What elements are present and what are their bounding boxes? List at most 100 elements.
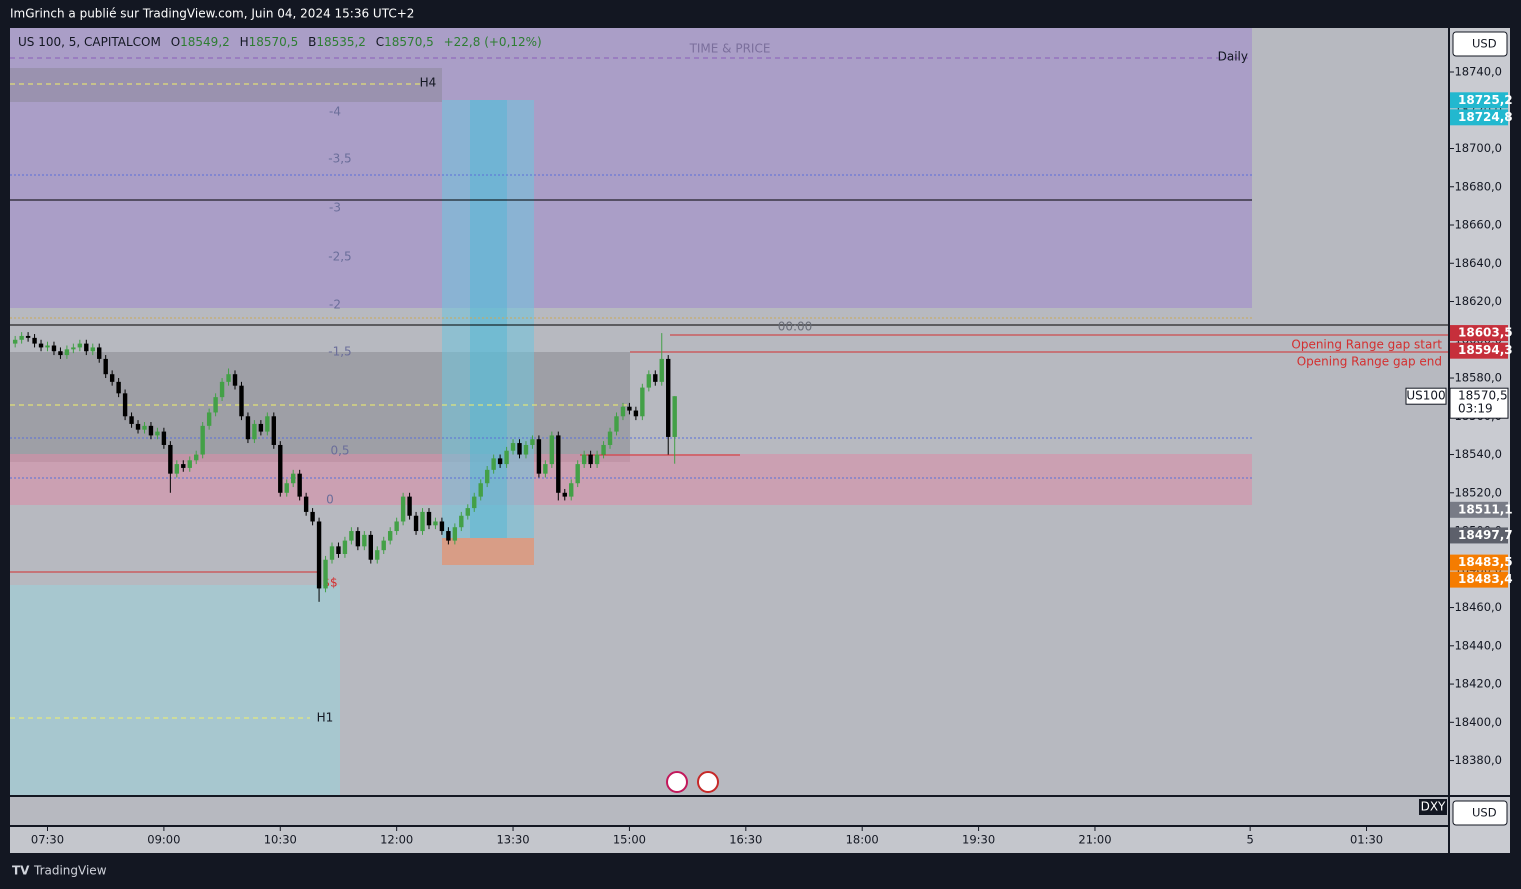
x-tick-label: 18:00 — [846, 833, 879, 847]
legend-value: 18549,2 — [180, 35, 230, 49]
candle-body — [109, 374, 115, 382]
annotation: Daily — [1218, 50, 1248, 64]
y-tick-label: 18520,0 — [1454, 485, 1502, 499]
candle-body — [594, 454, 600, 465]
price-label: 18603,5 — [1458, 326, 1513, 340]
candle-body — [45, 345, 50, 348]
x-tick-label: 5 — [1246, 833, 1253, 847]
price-label: 18483,5 — [1458, 555, 1513, 569]
y-tick-label: 18620,0 — [1454, 294, 1502, 308]
y-tick-label: 18540,0 — [1454, 447, 1502, 461]
candle-body — [142, 425, 147, 430]
y-tick-label: 18660,0 — [1454, 218, 1502, 232]
candle-body — [129, 416, 134, 424]
currency-button[interactable] — [1452, 31, 1508, 57]
legend-value: 18570,5 — [249, 35, 299, 49]
x-tick-label: 13:30 — [496, 833, 529, 847]
candle-body — [633, 410, 639, 417]
y-tick-label: 18680,0 — [1454, 179, 1502, 193]
price-label: 18594,3 — [1458, 343, 1513, 357]
candle-body — [504, 450, 509, 465]
candle-body — [258, 423, 264, 432]
x-tick-label: 10:30 — [264, 833, 297, 847]
price-label-box — [1450, 325, 1508, 342]
annotation: H4 — [420, 76, 437, 90]
candle-body — [349, 531, 354, 541]
candle-body — [265, 416, 270, 432]
candle-body — [413, 515, 419, 532]
annotation: Opening Range gap end — [1297, 355, 1442, 369]
candle-body — [32, 337, 37, 344]
currency-button[interactable] — [1452, 800, 1508, 826]
annotation: -2,5 — [328, 250, 351, 264]
legend: US 100, 5, CAPITALCOM O18549,2 H18570,5 … — [18, 35, 542, 49]
x-tick-label: 01:30 — [1350, 833, 1383, 847]
legend-change: +22,8 (+0,12%) — [444, 35, 542, 49]
price-label: 18511,1 — [1458, 502, 1513, 516]
candle-body — [497, 458, 503, 465]
candle-body — [310, 511, 315, 522]
candle-body — [161, 431, 167, 445]
candle-body — [103, 358, 108, 375]
candle-body — [323, 559, 328, 589]
candle-body — [536, 439, 542, 474]
candle-body — [407, 496, 412, 516]
candle-body — [368, 534, 373, 560]
price-label: 18483,4 — [1458, 572, 1513, 586]
x-tick-label: 12:00 — [380, 833, 413, 847]
candle-body — [549, 435, 555, 465]
candle-body — [556, 435, 561, 493]
candle-body — [400, 496, 406, 522]
candle-body — [478, 483, 483, 497]
candle-body — [51, 345, 57, 352]
brand-logo: TV — [12, 864, 30, 878]
target-zone — [442, 538, 534, 565]
y-tick-label: 18460,0 — [1454, 600, 1502, 614]
flag-icon[interactable] — [697, 771, 719, 793]
symbol-tag-box — [1405, 387, 1447, 405]
x-tick-label: 16:30 — [729, 833, 762, 847]
candle-body — [336, 546, 341, 554]
price-label-box — [1450, 342, 1508, 359]
axes: 18740,018720,018700,018680,018660,018640… — [31, 64, 1513, 846]
candle-body — [90, 347, 95, 352]
price-label-box — [1450, 109, 1508, 126]
candle-body — [523, 444, 529, 455]
candle-body — [426, 511, 432, 526]
annotation: 0,5 — [330, 444, 349, 458]
candle-body — [245, 416, 251, 440]
candle-body — [465, 508, 470, 516]
candle-body — [252, 423, 257, 440]
y-tick-label: 18580,0 — [1454, 371, 1502, 385]
y-tick-label: 18420,0 — [1454, 677, 1502, 691]
x-tick-label: 09:00 — [147, 833, 180, 847]
price-label-box — [1450, 571, 1508, 588]
candle-body — [168, 444, 173, 474]
candle-body — [517, 443, 522, 455]
candle-body — [627, 406, 632, 411]
candle-body — [194, 454, 199, 461]
candle-body — [342, 540, 348, 554]
x-tick-label: 07:30 — [31, 833, 64, 847]
lower-pane — [10, 797, 1448, 825]
annotation: -1,5 — [328, 345, 351, 359]
candle-body — [77, 343, 83, 348]
candle-body — [84, 343, 89, 352]
candle-body — [640, 387, 645, 417]
candle-body — [232, 374, 238, 386]
x-tick-label: 15:00 — [613, 833, 646, 847]
price-label: 18724,8 — [1458, 110, 1513, 124]
y-tick-label: 18380,0 — [1454, 753, 1502, 767]
event-icon[interactable] — [666, 771, 688, 793]
candle-body — [64, 349, 70, 356]
annotation: -2 — [329, 298, 341, 312]
candle-body — [614, 416, 619, 432]
candle-body — [303, 496, 309, 512]
candle-body — [607, 431, 613, 445]
currency: USD — [1472, 806, 1497, 820]
price-label: 18570,5 — [1458, 389, 1508, 403]
candle-body — [200, 425, 205, 455]
candle-body — [433, 521, 438, 526]
candle-body — [38, 343, 44, 348]
candle-body — [387, 531, 393, 541]
